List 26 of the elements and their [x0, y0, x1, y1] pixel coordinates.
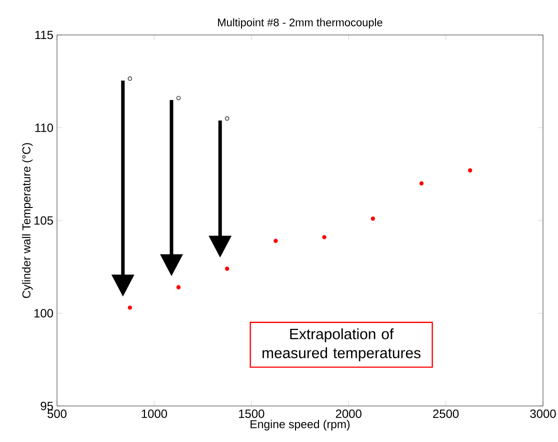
point	[128, 306, 132, 310]
annotation: Extrapolation of measured temperatures	[262, 328, 420, 362]
x-tick-label: 2000	[336, 410, 362, 418]
x-tick-label: 500	[48, 410, 67, 418]
point	[419, 181, 424, 186]
x-tick-label: 3000	[530, 410, 556, 418]
x-tick-label: 1500	[239, 410, 264, 418]
x-tick-label: 2500	[433, 410, 459, 418]
y-tick-label: 105	[34, 216, 53, 225]
point	[128, 76, 132, 81]
point	[176, 96, 181, 100]
x-tick-label: 1000	[142, 410, 168, 418]
point	[274, 238, 278, 243]
y-tick-label: 95	[40, 402, 53, 410]
y-tick-label: 100	[34, 309, 54, 318]
y-tick-label: 115	[35, 30, 53, 40]
point	[468, 168, 472, 172]
point	[176, 285, 181, 290]
point	[225, 116, 230, 121]
y-tick-label: 110	[35, 124, 54, 132]
point	[225, 266, 230, 271]
point	[370, 216, 376, 221]
chart-title: Multipoint #8 - 2mm thermocouple	[218, 18, 382, 28]
point	[322, 235, 326, 240]
x-axis-title: Engine speed (rpm)	[250, 420, 350, 430]
y-axis-title: Cylinder wall Temperature (°C)	[22, 143, 33, 298]
